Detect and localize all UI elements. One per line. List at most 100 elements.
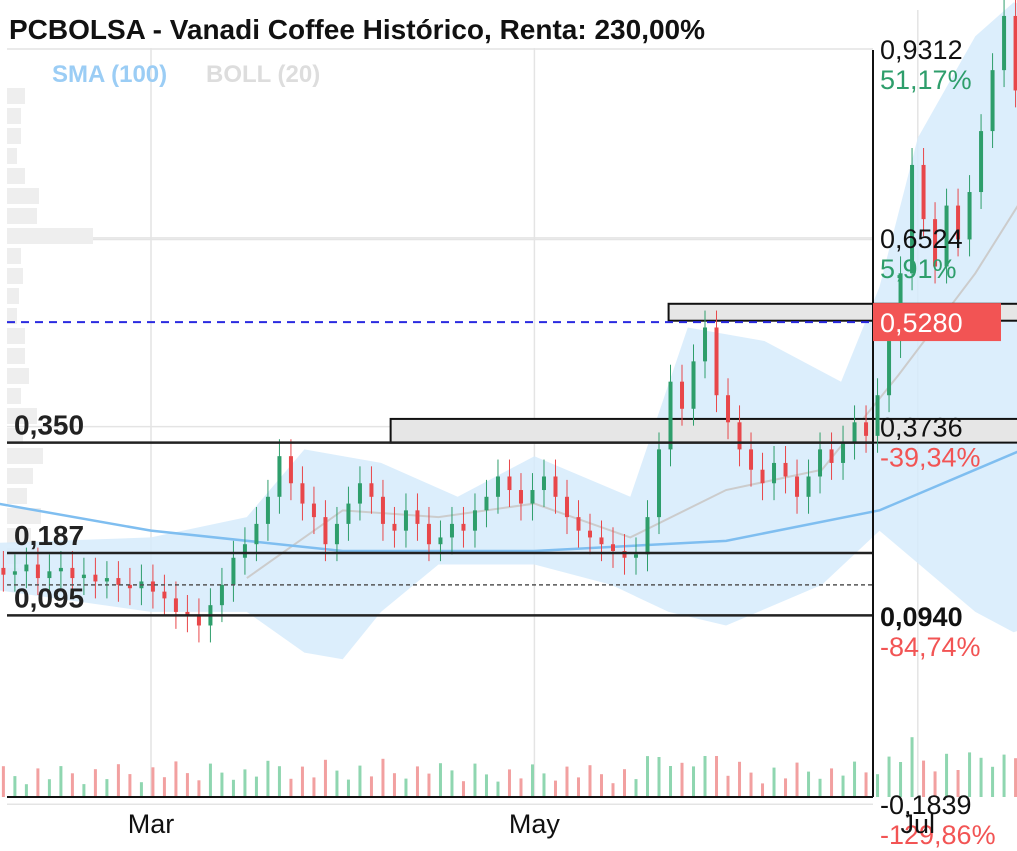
current-price-badge — [873, 303, 1001, 342]
volume-bar — [956, 770, 960, 797]
volume-profile-bar — [7, 88, 25, 104]
candle-body — [668, 381, 673, 450]
volume-bar — [174, 761, 178, 797]
volume-bar — [415, 766, 419, 797]
volume-bar — [922, 760, 926, 797]
candle-body — [254, 523, 259, 545]
candle-body — [990, 70, 995, 132]
candle-body — [35, 564, 40, 579]
volume-bar — [738, 761, 742, 797]
candle-body — [599, 537, 604, 545]
volume-bar — [1002, 754, 1006, 797]
volume-bars — [1, 737, 1017, 797]
volume-bar — [772, 767, 776, 797]
volume-bar — [277, 766, 281, 797]
candle-body — [104, 578, 109, 582]
volume-bar — [830, 768, 834, 797]
volume-bar — [139, 782, 143, 797]
candle-body — [12, 571, 17, 575]
volume-bar — [300, 766, 304, 797]
volume-bar — [450, 770, 454, 797]
volume-bar — [82, 784, 86, 797]
candle-body — [691, 361, 696, 409]
volume-bar — [622, 769, 626, 797]
volume-bar — [634, 779, 638, 797]
legend-sma: SMA (100) — [52, 61, 167, 88]
support-line-label: 0,187 — [14, 520, 84, 551]
candle-body — [495, 476, 500, 497]
volume-profile-bar — [7, 328, 25, 344]
volume-bar — [484, 774, 488, 797]
volume-profile-bar — [7, 228, 93, 244]
candle-body — [910, 164, 915, 274]
candle-body — [162, 591, 167, 599]
volume-bar — [369, 776, 373, 797]
volume-bar — [243, 769, 247, 797]
volume-bar — [588, 765, 592, 797]
candle-body — [81, 574, 86, 579]
candle-body — [979, 131, 984, 193]
candle-body — [438, 537, 443, 545]
candle-body — [288, 456, 293, 484]
candle-body — [749, 449, 754, 470]
candle-body — [806, 476, 811, 497]
volume-bar — [358, 765, 362, 797]
volume-profile-bar — [7, 508, 41, 524]
candle-body — [426, 523, 431, 545]
candle-body — [829, 449, 834, 463]
candle-body — [852, 422, 857, 443]
candle-body — [783, 462, 788, 477]
volume-bar — [680, 762, 684, 797]
volume-bar — [784, 778, 788, 797]
candle-body — [58, 567, 63, 572]
candle-body — [323, 517, 328, 545]
volume-bar — [530, 764, 534, 797]
volume-bar — [473, 763, 477, 797]
candle-body — [150, 581, 155, 592]
candle-body — [795, 476, 800, 497]
price-level-label: 0,3736 — [880, 413, 963, 443]
volume-profile-bar — [7, 468, 33, 484]
volume-bar — [864, 772, 868, 797]
candle-body — [680, 381, 685, 409]
volume-bar — [392, 773, 396, 797]
volume-profile-bar — [7, 408, 37, 424]
volume-bar — [220, 772, 224, 797]
volume-bar — [427, 773, 431, 797]
price-level-percent: 51,17% — [880, 65, 972, 95]
candle-body — [403, 510, 408, 531]
candle-body — [921, 164, 926, 220]
candle-body — [967, 192, 972, 240]
volume-bar — [611, 783, 615, 797]
candle-body — [726, 395, 731, 423]
volume-bar — [646, 756, 650, 797]
candle-body — [1, 567, 6, 575]
volume-bar — [1, 766, 5, 797]
x-tick-label: May — [509, 809, 561, 839]
volume-profile-bar — [7, 108, 21, 124]
candle-body — [703, 327, 708, 362]
candle-body — [933, 219, 938, 267]
volume-bar — [162, 777, 166, 797]
candle-body — [737, 422, 742, 450]
candle-body — [610, 544, 615, 551]
legend-boll: BOLL (20) — [206, 61, 320, 88]
volume-profile-bar — [7, 208, 37, 224]
candle-body — [645, 517, 650, 555]
volume-bar — [542, 773, 546, 797]
price-level-label: 0,9312 — [880, 35, 963, 65]
volume-bar — [289, 778, 293, 797]
volume-bar — [105, 779, 109, 797]
price-level-percent: -129,86% — [880, 820, 996, 850]
volume-bar — [853, 761, 857, 797]
candle-body — [242, 544, 247, 558]
volume-bar — [461, 781, 465, 797]
volume-profile-bar — [7, 148, 17, 164]
x-tick-label: Mar — [128, 809, 175, 839]
volume-bar — [576, 777, 580, 797]
candle-body — [185, 611, 190, 616]
volume-bar — [496, 781, 500, 797]
candle-body — [461, 523, 466, 531]
volume-bar — [197, 780, 201, 797]
